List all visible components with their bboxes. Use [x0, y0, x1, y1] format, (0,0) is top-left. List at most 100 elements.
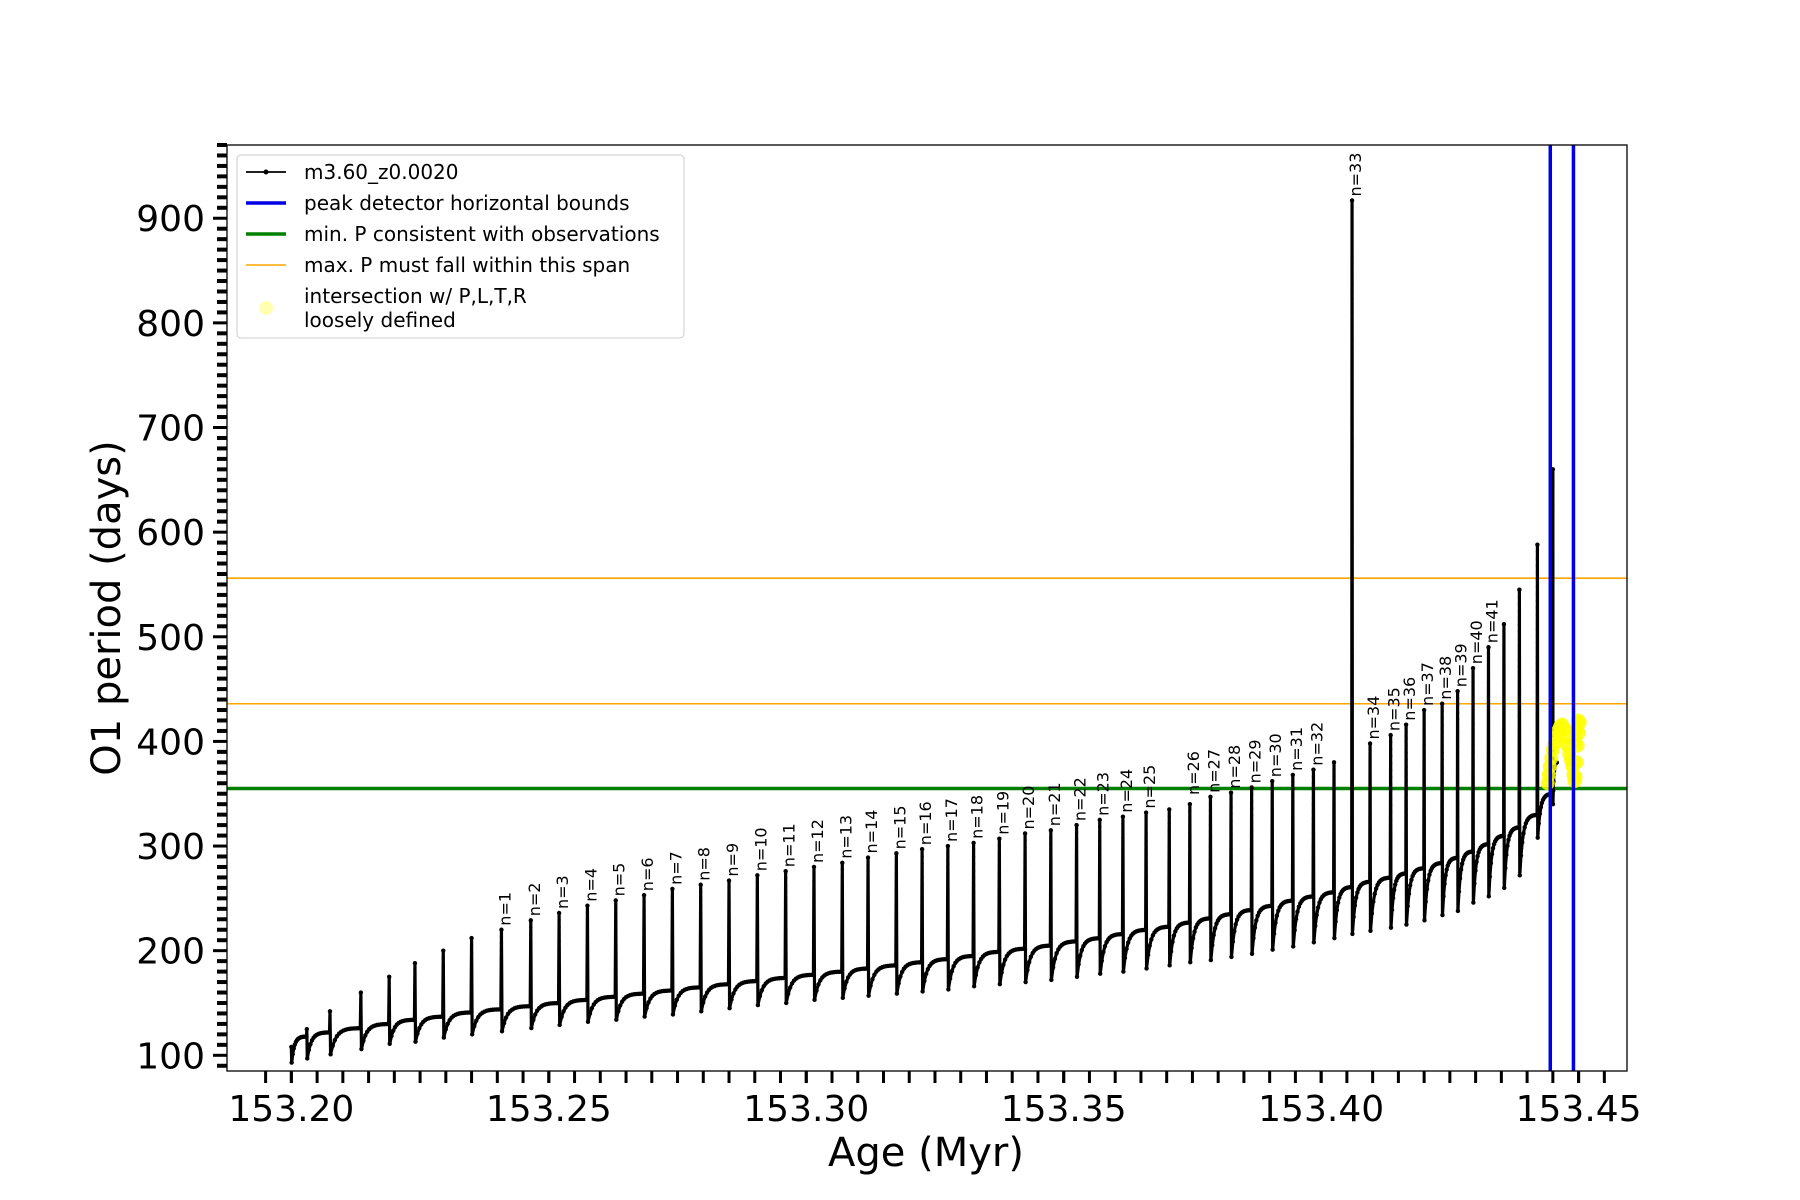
series-point: [1471, 841, 1475, 845]
series-point: [1311, 880, 1316, 884]
pulse-label: n=8: [695, 847, 714, 881]
series-point: [977, 960, 982, 965]
series-point: [1074, 914, 1079, 918]
series-point: [1350, 807, 1354, 812]
series-point: [1517, 588, 1521, 592]
series-point: [787, 985, 793, 990]
series-point: [1368, 832, 1372, 837]
series-point: [1350, 569, 1354, 574]
series-point: [840, 931, 844, 935]
series-point: [1389, 789, 1393, 793]
series-point: [1350, 226, 1354, 231]
series-point: [1291, 801, 1295, 805]
series-point: [1455, 829, 1460, 833]
series-point: [469, 999, 474, 1003]
series-point: [499, 998, 504, 1002]
series-point: [1422, 806, 1426, 810]
series-point: [1368, 867, 1372, 872]
series-point: [1502, 790, 1506, 794]
series-point: [1250, 897, 1254, 902]
x-tick-label: 153.35: [1001, 1089, 1127, 1130]
series-point: [1535, 620, 1540, 624]
series-point: [1501, 833, 1506, 839]
series-point: [1333, 919, 1338, 924]
series-point: [1229, 812, 1233, 816]
series-point: [1439, 860, 1444, 866]
series-point: [1457, 876, 1463, 881]
legend-label: peak detector horizontal bounds: [304, 191, 630, 215]
series-point: [971, 862, 976, 866]
series-point: [1517, 623, 1521, 627]
legend-label: max. P must fall within this span: [304, 253, 630, 277]
series-point: [1471, 764, 1475, 768]
series-point: [920, 924, 924, 928]
series-point: [1487, 874, 1493, 879]
series-point: [1332, 830, 1336, 834]
series-point: [971, 946, 976, 950]
series-point: [1350, 373, 1354, 378]
series-point: [1250, 813, 1254, 818]
series-point: [1350, 758, 1354, 763]
series-point: [557, 967, 561, 971]
series-point: [417, 1025, 422, 1031]
series-point: [1551, 607, 1555, 611]
series-point: [1050, 965, 1056, 970]
highlight-point: [1568, 769, 1583, 784]
series-point: [585, 946, 590, 950]
series-point: [784, 897, 788, 901]
series-point: [1502, 706, 1506, 710]
series-point: [1350, 709, 1354, 714]
series-point: [1273, 920, 1278, 926]
series-point: [359, 1046, 364, 1052]
series-point: [557, 1022, 562, 1028]
series-point: [641, 991, 646, 996]
series-point: [970, 953, 976, 959]
series-point: [1074, 872, 1079, 876]
series-point: [1422, 834, 1426, 838]
series-point: [1389, 907, 1395, 913]
series-point: [557, 995, 561, 999]
series-point: [499, 970, 504, 974]
series-point: [1486, 722, 1491, 726]
series-point: [997, 851, 1001, 855]
series-point: [1551, 670, 1555, 674]
series-point: [1121, 892, 1125, 896]
highlight-point: [1568, 734, 1583, 749]
series-point: [894, 935, 898, 939]
series-point: [1551, 698, 1555, 702]
series-point: [1471, 666, 1475, 670]
series-point: [1311, 817, 1316, 821]
series-point: [585, 967, 590, 971]
series-point: [1188, 893, 1192, 897]
series-point: [1350, 408, 1354, 413]
series-point: [1350, 786, 1354, 791]
series-point: [1517, 777, 1521, 781]
series-point: [1404, 779, 1408, 783]
series-point: [1517, 609, 1521, 613]
series-point: [670, 978, 674, 982]
series-point: [1350, 422, 1354, 427]
series-point: [971, 925, 976, 929]
series-point: [557, 946, 561, 950]
series-point: [997, 928, 1001, 932]
series-point: [1291, 822, 1295, 826]
series-point: [1350, 548, 1354, 553]
series-point: [289, 1060, 294, 1065]
series-point: [1502, 811, 1506, 815]
series-point: [1535, 774, 1540, 778]
series-point: [951, 964, 956, 969]
series-point: [727, 920, 731, 925]
series-point: [1144, 824, 1148, 829]
series-point: [812, 865, 816, 869]
series-point: [1455, 717, 1460, 721]
series-point: [784, 904, 788, 908]
series-point: [949, 968, 955, 974]
series-point: [1393, 882, 1398, 887]
series-point: [1023, 845, 1027, 850]
series-point: [1098, 923, 1102, 927]
series-point: [840, 952, 844, 956]
series-point: [1350, 331, 1354, 336]
series-point: [1332, 844, 1336, 848]
series-point: [1440, 814, 1444, 818]
series-point: [1350, 842, 1354, 847]
